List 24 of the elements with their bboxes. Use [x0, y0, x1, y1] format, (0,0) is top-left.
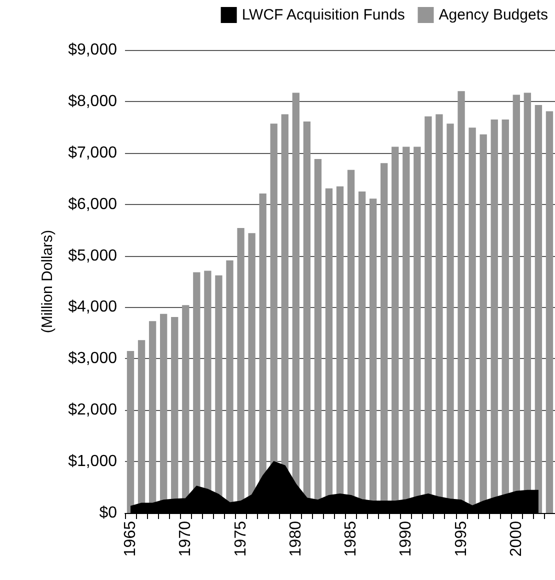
- x-tick-label: 1965: [122, 520, 140, 557]
- y-tick-label: $8,000: [68, 92, 118, 110]
- bar: [546, 111, 554, 513]
- y-tick-label: $2,000: [68, 402, 118, 419]
- x-tick-label: 1970: [177, 520, 194, 557]
- y-axis-title: (Million Dollars): [39, 230, 56, 334]
- x-tick-label: 1980: [287, 520, 304, 557]
- bar: [534, 105, 542, 513]
- y-tick-label: $6,000: [68, 196, 118, 213]
- legend-label: Agency Budgets: [438, 6, 548, 24]
- x-tick-label: 1990: [398, 520, 415, 557]
- x-tick-label: 1975: [232, 520, 250, 557]
- y-tick-label: $7,000: [68, 144, 118, 162]
- y-tick-label: $0: [99, 504, 118, 522]
- y-tick-label: $4,000: [68, 298, 118, 316]
- y-tick-label: $1,000: [68, 453, 118, 470]
- y-tick-label: $9,000: [68, 42, 118, 58]
- x-tick-label: 2000: [508, 520, 525, 557]
- x-tick-label: 1995: [452, 520, 470, 557]
- y-tick-label: $3,000: [68, 350, 118, 368]
- y-tick-label: $5,000: [68, 247, 118, 264]
- bar: [126, 350, 134, 513]
- x-tick-label: 1985: [342, 520, 360, 557]
- legend-label: LWCF Acquisition Funds: [242, 6, 405, 24]
